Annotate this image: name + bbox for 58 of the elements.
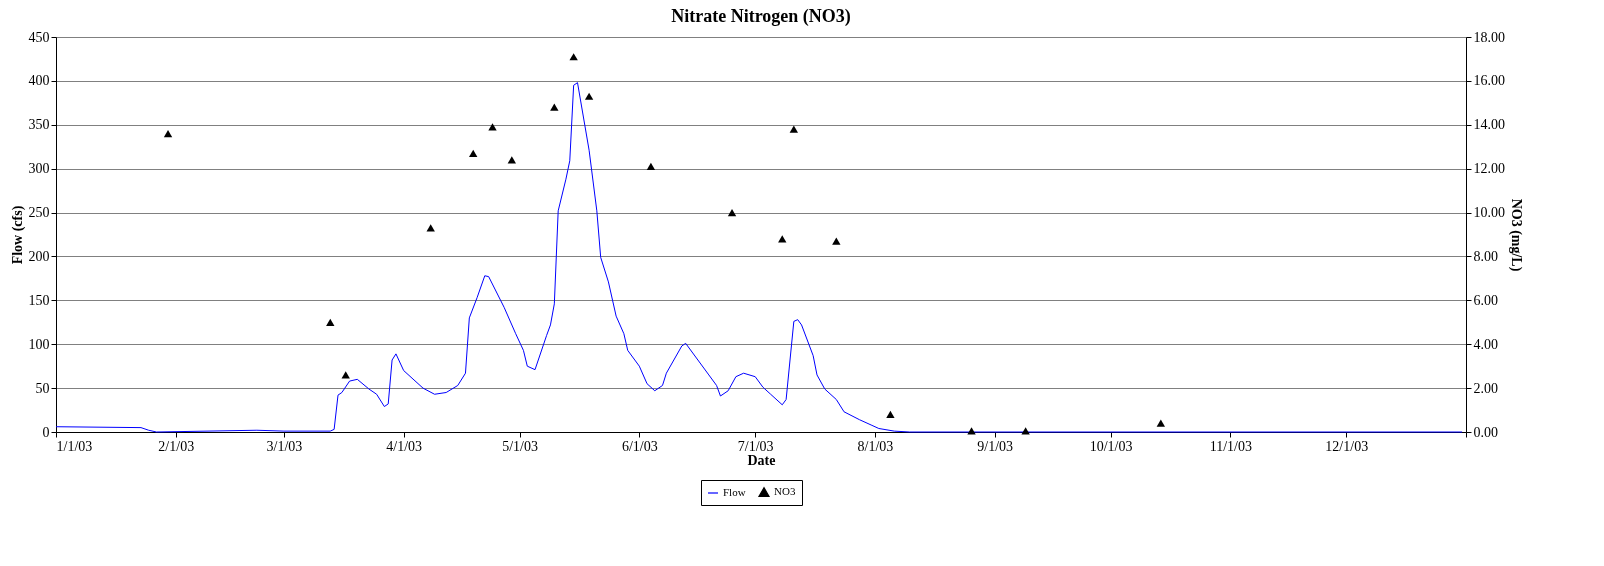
y2-tick-label: 6.00 xyxy=(1473,292,1498,308)
point xyxy=(584,92,594,100)
point xyxy=(488,123,497,131)
point xyxy=(646,162,656,171)
y2-tick-label: 2.00 xyxy=(1473,380,1498,396)
point xyxy=(426,224,435,232)
point xyxy=(789,125,799,133)
chart-title: Nitrate Nitrogen (NO3) xyxy=(671,6,851,27)
y2-tick-label: 12.00 xyxy=(1473,161,1505,177)
legend-label: Flow xyxy=(723,486,746,498)
y-tick-label: 0 xyxy=(42,424,50,440)
y2-tick-label: 0.00 xyxy=(1473,424,1498,440)
y-tick-label: 150 xyxy=(28,292,50,308)
legend-label: NO3 xyxy=(774,485,796,498)
y2-axis-title: NO3 (mg/L) xyxy=(1508,198,1524,272)
y-tick-label: 400 xyxy=(28,73,50,89)
point xyxy=(341,371,350,379)
x-tick-label: 4/1/03 xyxy=(386,438,423,454)
point xyxy=(967,427,976,435)
point xyxy=(569,53,578,61)
point xyxy=(1021,427,1030,435)
y2-tick-label: 14.00 xyxy=(1473,117,1505,133)
point xyxy=(1156,419,1165,427)
point xyxy=(778,235,787,243)
point xyxy=(550,103,559,111)
point xyxy=(163,129,173,138)
point xyxy=(469,149,478,157)
y-tick-label: 300 xyxy=(28,161,50,177)
y-axis-title: Flow (cfs) xyxy=(9,205,26,265)
y-tick-label: 250 xyxy=(28,205,50,221)
x-tick-label: 6/1/03 xyxy=(621,438,658,454)
y2-tick-label: 18.00 xyxy=(1473,29,1505,45)
point xyxy=(326,318,335,326)
line-series xyxy=(55,82,1463,433)
y2-tick-label: 8.00 xyxy=(1473,248,1498,264)
point xyxy=(886,410,895,419)
x-tick-label: 3/1/03 xyxy=(266,438,303,454)
x-tick-label: 5/1/03 xyxy=(502,438,538,454)
y-tick-label: 350 xyxy=(28,117,50,133)
x-tick-label: 1/1/03 xyxy=(56,438,93,454)
y2-tick-label: 4.00 xyxy=(1473,336,1498,352)
x-axis-title: Date xyxy=(747,452,776,468)
x-tick-label: 8/1/03 xyxy=(857,438,894,454)
x-tick-label: 12/1/03 xyxy=(1325,438,1369,454)
x-tick-label: 2/1/03 xyxy=(158,438,195,454)
y-tick-label: 450 xyxy=(28,29,50,45)
y-tick-label: 50 xyxy=(35,380,50,396)
point xyxy=(507,156,517,164)
point xyxy=(832,237,841,245)
x-tick-label: 11/1/03 xyxy=(1209,438,1252,454)
y-tick-label: 200 xyxy=(28,248,50,264)
y-tick-label: 100 xyxy=(28,336,50,352)
point xyxy=(727,208,737,217)
x-tick-label: 7/1/03 xyxy=(737,438,774,454)
y2-tick-label: 16.00 xyxy=(1473,73,1505,89)
y2-tick-label: 10.00 xyxy=(1473,205,1505,221)
x-tick-label: 9/1/03 xyxy=(977,438,1014,454)
x-tick-label: 10/1/03 xyxy=(1089,438,1133,454)
